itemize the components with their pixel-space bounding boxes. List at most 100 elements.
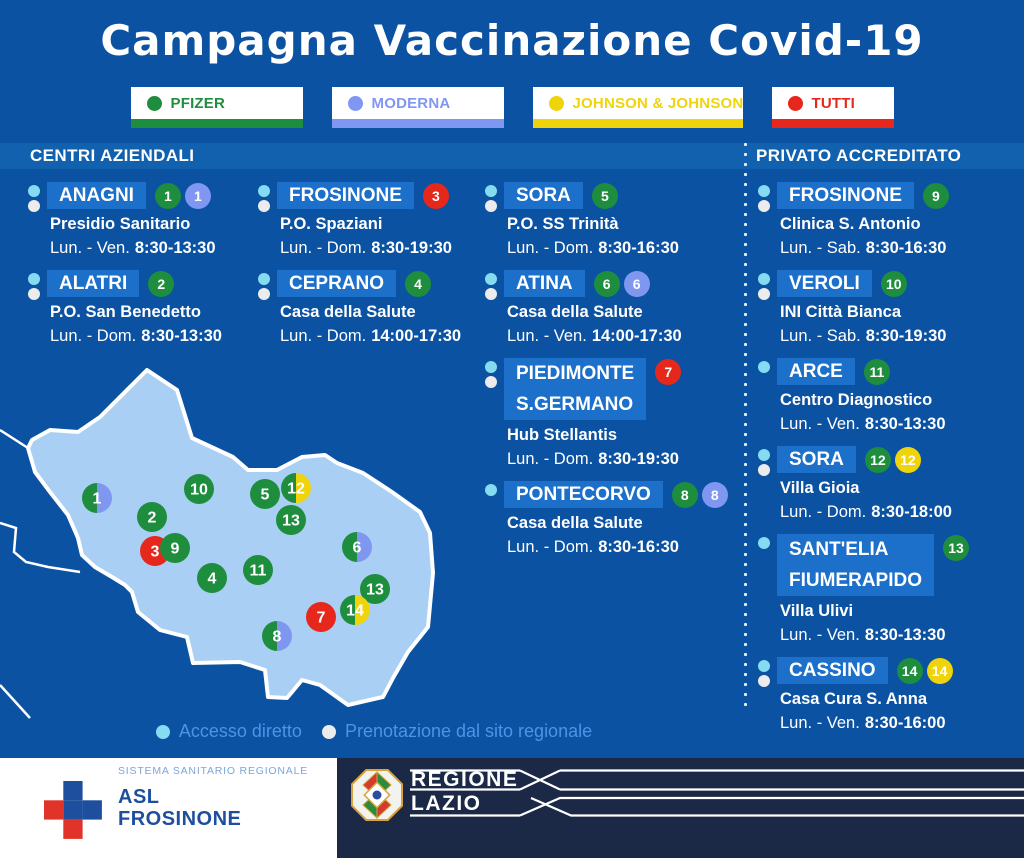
map-marker-label: 13 — [366, 582, 384, 599]
city-name: ALATRI — [59, 273, 128, 294]
map-marker — [276, 505, 306, 535]
vaccine-legend-label: MODERNA — [371, 94, 451, 112]
section-divider-dotted — [744, 143, 747, 710]
map-marker-left-half — [342, 532, 357, 562]
city-name: VEROLI — [789, 273, 860, 294]
schedule-hours: 8:30-16:00 — [864, 714, 946, 732]
booking-dot-icon — [758, 288, 770, 300]
regione-lazio-emblem-icon — [351, 769, 403, 821]
schedule: Lun. - Sab. 8:30-16:30 — [780, 239, 1024, 257]
legend-color-stripe — [532, 119, 743, 128]
city-chip: PONTECORVO — [504, 481, 663, 508]
center-entry: CEPRANO 4 Casa della Salute Lun. - Dom. 1… — [258, 270, 486, 345]
schedule-hours: 8:30-13:30 — [864, 626, 946, 644]
schedule-hours: 8:30-18:00 — [871, 503, 952, 521]
map-marker — [197, 563, 227, 593]
schedule-days: Lun. - Dom. — [507, 538, 594, 556]
direct-access-dot-icon — [758, 273, 770, 285]
vaccine-badges: 9 — [922, 183, 949, 209]
centers-column-private: FROSINONE 9 Clinica S. Antonio Lun. - Sa… — [758, 182, 1024, 745]
schedule-days: Lun. - Ven. — [780, 415, 860, 433]
city-name: ATINA — [516, 273, 573, 294]
access-dots — [758, 273, 770, 300]
vaccine-count-badge: 8 — [701, 482, 728, 508]
city-name: FROSINONE — [289, 185, 402, 206]
vaccine-count-badge: 14 — [926, 658, 953, 684]
vaccine-count-badge: 1 — [184, 183, 211, 209]
city-chip-row: FROSINONE 3 — [277, 182, 486, 209]
map-marker-left-half — [340, 595, 355, 625]
direct-access-dot-icon — [28, 273, 40, 285]
schedule: Lun. - Dom. 8:30-16:30 — [507, 239, 745, 257]
direct-access-dot-icon — [485, 361, 497, 373]
legend-color-stripe — [331, 119, 504, 128]
legend-color-stripe — [771, 119, 894, 128]
access-legend-item: Accesso diretto — [155, 721, 302, 742]
city-chip: ARCE — [777, 358, 855, 385]
map-marker-right-half — [277, 621, 292, 651]
vaccine-dot-icon — [548, 95, 564, 111]
city-name: SORA — [516, 185, 571, 206]
venue-name: INI Città Bianca — [780, 303, 902, 321]
direct-access-dot-icon — [758, 361, 770, 373]
schedule-hours: 8:30-13:30 — [864, 415, 946, 433]
map-marker-left-half — [82, 483, 97, 513]
booking-dot-icon — [758, 675, 770, 687]
venue-name: Villa Gioia — [780, 479, 860, 497]
access-legend-label: Prenotazione dal sito regionale — [344, 721, 593, 741]
map-marker-label: 8 — [273, 629, 282, 646]
booking-dot-icon — [258, 288, 270, 300]
border-line — [0, 428, 29, 450]
access-dots — [485, 484, 497, 496]
vaccine-count-badge: 7 — [655, 359, 682, 385]
schedule: Lun. - Dom. 8:30-13:30 — [50, 327, 258, 345]
booking-dot-icon — [28, 288, 40, 300]
schedule: Lun. - Dom. 8:30-16:30 — [507, 538, 745, 556]
map-marker-label: 12 — [287, 481, 305, 498]
map-marker — [243, 555, 273, 585]
schedule: Lun. - Ven. 14:00-17:30 — [507, 327, 745, 345]
venue-name: P.O. Spaziani — [280, 215, 383, 233]
city-chip-row: VEROLI 10 — [777, 270, 1024, 297]
venue-name: Clinica S. Antonio — [780, 215, 921, 233]
province-outline — [26, 368, 435, 707]
vaccine-legend-label: JOHNSON & JOHNSON — [572, 94, 744, 112]
schedule-days: Lun. - Ven. — [507, 327, 587, 345]
direct-access-dot-icon — [28, 185, 40, 197]
center-entry: FROSINONE 9 Clinica S. Antonio Lun. - Sa… — [758, 182, 1024, 257]
access-dots — [258, 185, 270, 212]
direct-access-dot-icon — [758, 660, 770, 672]
map-marker-label: 9 — [171, 541, 180, 558]
map-marker-label: 11 — [250, 563, 267, 580]
center-entry: FROSINONE 3 P.O. Spaziani Lun. - Dom. 8:3… — [258, 182, 486, 257]
city-chip: SORA — [504, 182, 583, 209]
schedule: Lun. - Ven. 8:30-13:30 — [50, 239, 258, 257]
city-chip: CEPRANO — [277, 270, 397, 297]
vaccine-count-badge: 12 — [894, 447, 921, 473]
city-name: S.GERMANO — [516, 394, 634, 415]
access-dots — [28, 273, 40, 300]
city-name: FIUMERAPIDO — [789, 570, 922, 591]
regione-label: REGIONE — [411, 768, 519, 791]
schedule: Lun. - Ven. 8:30-16:00 — [780, 714, 1024, 732]
vaccine-count-badge: 9 — [922, 183, 949, 209]
schedule-hours: 14:00-17:30 — [371, 327, 462, 345]
map-marker-label: 6 — [353, 540, 362, 557]
direct-access-dot-icon — [758, 537, 770, 549]
venue-name: Villa Ulivi — [780, 602, 854, 620]
city-name: ARCE — [789, 361, 843, 382]
map-marker-right-half — [97, 483, 112, 513]
vaccine-count-badge: 3 — [422, 183, 449, 209]
schedule: Lun. - Ven. 8:30-13:30 — [780, 626, 1024, 644]
vaccine-legend-item: PFIZER — [130, 87, 303, 128]
vaccine-count-badge: 6 — [623, 271, 650, 297]
schedule-days: Lun. - Dom. — [280, 327, 367, 345]
schedule: Lun. - Dom. 14:00-17:30 — [280, 327, 486, 345]
venue-name: Hub Stellantis — [507, 426, 618, 444]
asl-frosinone-logo-panel: SISTEMA SANITARIO REGIONALE ASL FROSINON… — [0, 758, 337, 858]
schedule-hours: 8:30-19:30 — [371, 239, 452, 257]
